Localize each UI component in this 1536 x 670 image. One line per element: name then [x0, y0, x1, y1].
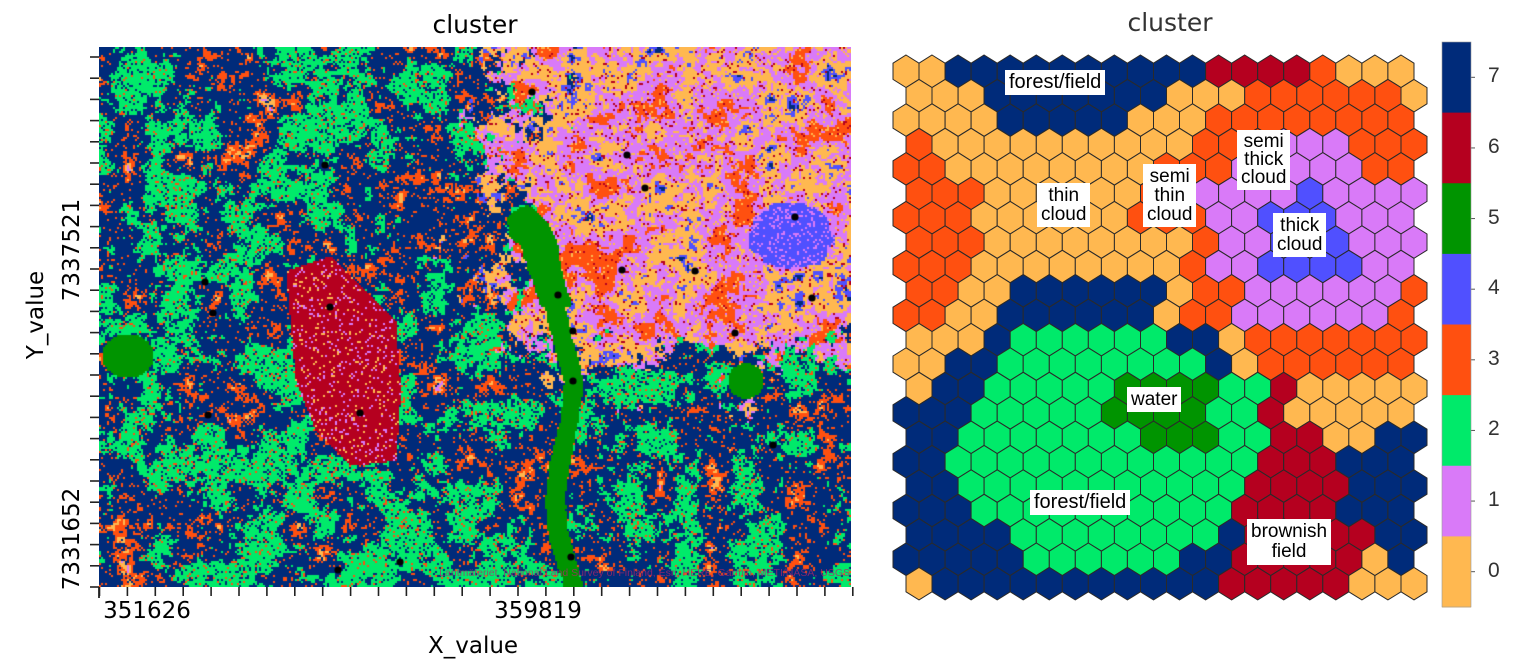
region-label-forest-field-top: forest/field — [1005, 70, 1106, 95]
right-plot-title: cluster — [1127, 8, 1213, 37]
colorbar-segment-7 — [1442, 42, 1471, 114]
x-tick-label: 351626 — [103, 598, 191, 624]
x-axis-label: X_value — [428, 633, 519, 659]
x-tick-label: 359819 — [494, 598, 582, 624]
colorbar-tick-label: 6 — [1488, 134, 1500, 158]
colorbar-segment-2 — [1442, 395, 1471, 467]
colorbar-tick-label: 3 — [1488, 346, 1500, 370]
colorbar-segment-4 — [1442, 253, 1471, 325]
map-attribution: Lantmäteriet, National Land Survey of Fi… — [439, 567, 850, 579]
colorbar-tick-label: 1 — [1488, 488, 1500, 512]
colorbar-tick-label: 5 — [1488, 205, 1500, 229]
region-label-thick-cloud: thick cloud — [1273, 213, 1327, 257]
colorbar-segment-5 — [1442, 183, 1471, 255]
colorbar-frame — [1441, 41, 1472, 608]
colorbar-segment-3 — [1442, 324, 1471, 396]
colorbar-tick-label: 0 — [1488, 558, 1500, 582]
colorbar-segment-1 — [1442, 465, 1471, 537]
left-plot-title: cluster — [432, 10, 518, 39]
cluster-map-image — [99, 47, 851, 587]
colorbar-segment-0 — [1442, 536, 1471, 608]
colorbar-tick-label: 7 — [1488, 64, 1500, 88]
region-label-semi-thin-cloud: semi thin cloud — [1143, 164, 1197, 227]
region-label-brownish-field: brownish field — [1247, 519, 1332, 565]
region-label-forest-field-bottom: forest/field — [1030, 490, 1131, 515]
colorbar-tick-label: 4 — [1488, 276, 1500, 300]
som-hex-grid — [892, 54, 1428, 601]
axis-ticks — [90, 56, 854, 598]
region-label-thin-cloud: thin cloud — [1037, 183, 1091, 227]
region-label-semi-thick-cloud: semi thick cloud — [1237, 130, 1291, 190]
region-label-water: water — [1127, 387, 1182, 412]
colorbar-segment-6 — [1442, 112, 1471, 184]
colorbar-tick-label: 2 — [1488, 417, 1500, 441]
hex-cell-class-0 — [1400, 566, 1428, 601]
colorbar — [1441, 41, 1475, 608]
